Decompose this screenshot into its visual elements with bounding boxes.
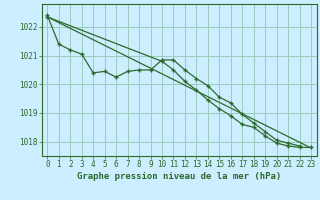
X-axis label: Graphe pression niveau de la mer (hPa): Graphe pression niveau de la mer (hPa) [77, 172, 281, 181]
